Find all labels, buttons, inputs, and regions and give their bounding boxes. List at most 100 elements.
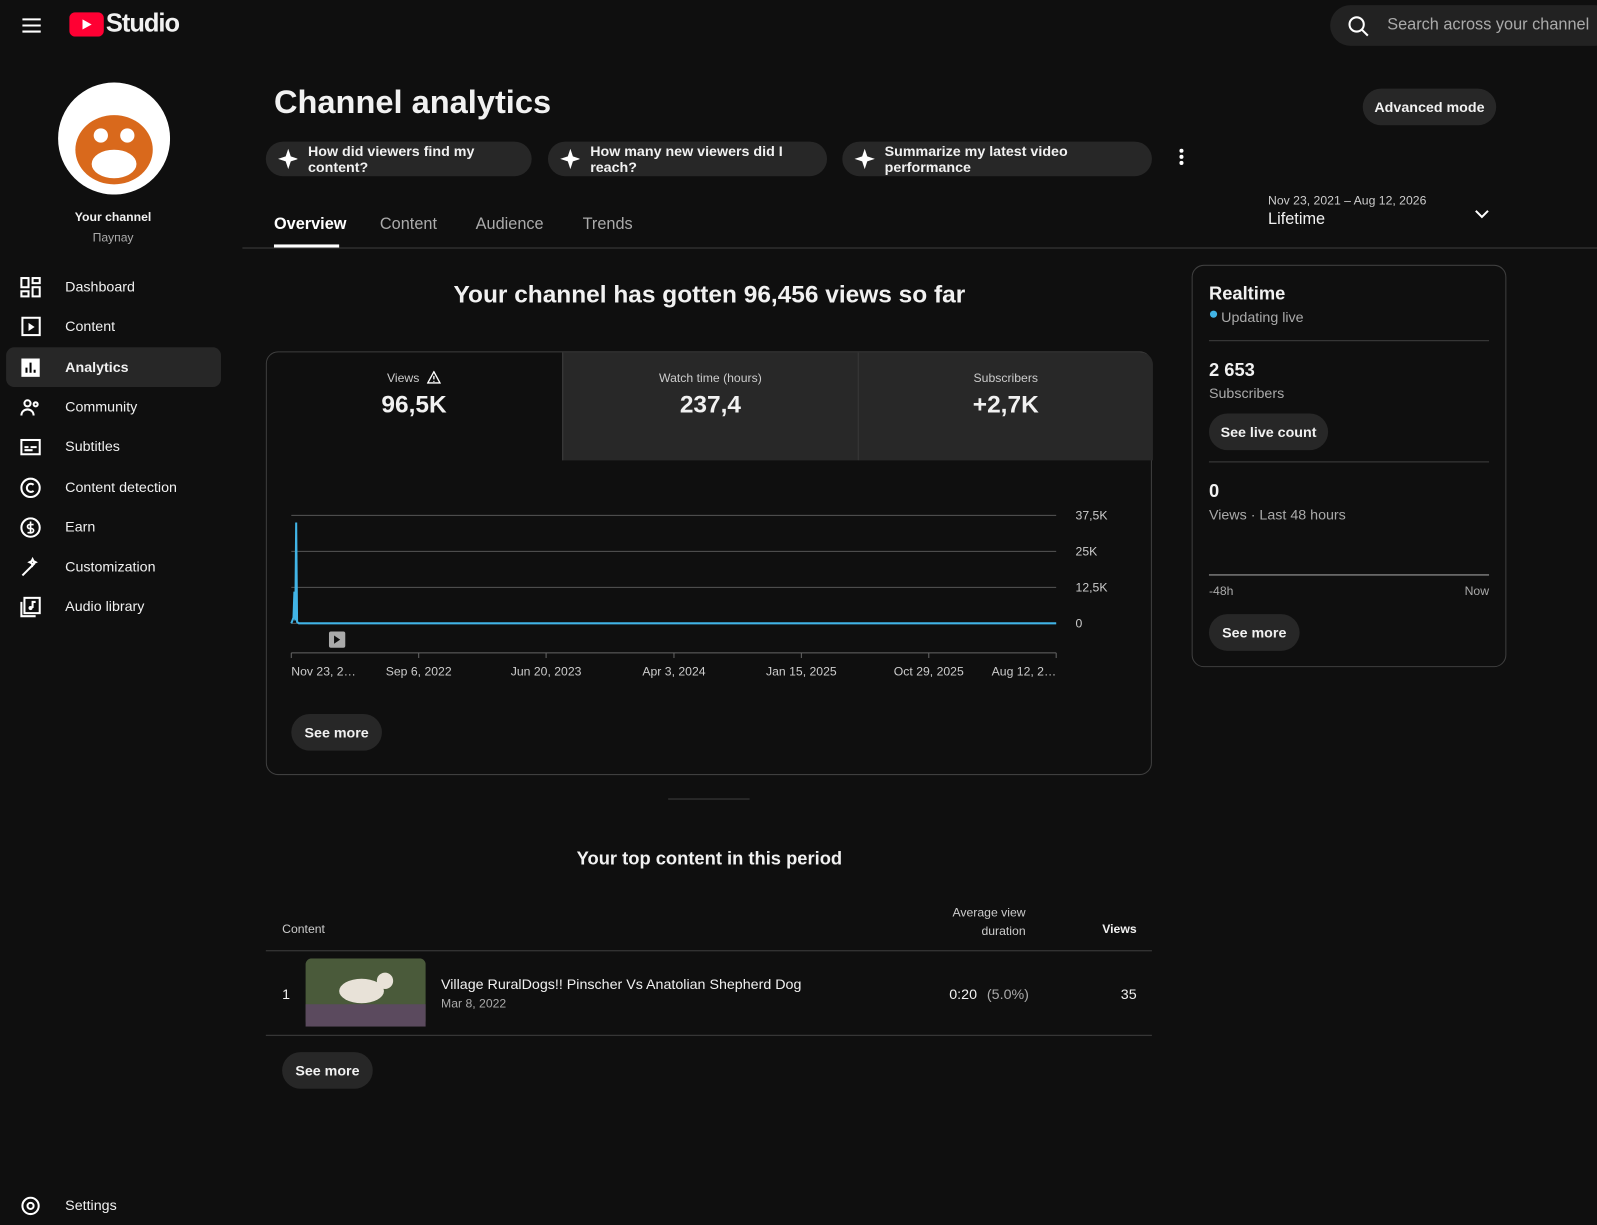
channel-title: Your channel [74,209,152,225]
realtime-axis [1208,574,1490,576]
warning-icon [426,370,442,384]
nav-icon [21,317,41,337]
divider [265,1034,1152,1036]
period: Lifetime [1268,210,1326,229]
x-tick-label: Nov 23, 2… [291,664,356,678]
metric-label: Watch time (hours) [563,371,857,385]
column-header: Content [282,921,325,937]
search-box[interactable]: Search across your channel [1330,5,1597,46]
nav-icon [21,556,38,577]
prompt-text: How did viewers find my content? [308,142,475,176]
tab[interactable]: Audience [475,215,544,234]
see-more-button[interactable]: See more [1208,614,1300,651]
nav-settings[interactable]: Settings [6,1186,221,1225]
realtime-card: Realtime Updating live 2 653 Subscribers… [1191,264,1507,668]
see-more-button[interactable]: See more [291,713,382,751]
dropdown-icon[interactable] [1472,204,1492,224]
nav-label: Earn [65,518,96,535]
divider [668,798,750,800]
nav-item[interactable]: Content detection [6,467,221,507]
metric-label: Subscribers [859,371,1153,385]
video-title[interactable]: Village RuralDogs!! Pinscher Vs Anatolia… [441,975,802,993]
nav-icon [20,439,41,456]
nav-item[interactable]: Audio library [6,587,221,627]
column-header: Views [1102,921,1137,937]
nav-icon [20,517,41,538]
more-icon[interactable] [1171,147,1191,167]
views-count: 0 [1208,480,1220,502]
metric-label-text: Views [386,370,420,385]
metric-tab[interactable]: Subscribers +2,7K [857,352,1153,461]
x-tick-label: Oct 29, 2025 [894,664,964,678]
avg-duration: 0:20 [949,985,977,1003]
nav-icon [20,399,39,416]
settings-icon [21,1196,40,1216]
tab[interactable]: Overview [273,215,347,234]
subscriber-label: Subscribers [1208,384,1285,402]
page-title: Channel analytics [273,83,552,121]
nav-label: Content detection [65,478,177,495]
chart-card [265,351,1152,776]
channel-name: Паупау [92,230,134,245]
prompt-chip[interactable]: Summarize my latest video performance [842,141,1152,177]
nav-icon [20,277,41,298]
nav-label: Audio library [65,598,145,615]
prompt-text: How many new viewers did I reach? [590,142,783,176]
nav-label: Settings [65,1196,117,1214]
tab-indicator [273,244,340,248]
y-tick-label: 25K [1076,544,1099,558]
date-range: Nov 23, 2021 – Aug 12, 2026 [1268,193,1427,208]
metric-value: 237,4 [679,391,741,419]
realtime-title: Realtime [1208,283,1286,304]
y-tick-label: 37,5K [1076,508,1109,522]
logo-text[interactable]: Studio [105,9,180,38]
divider [1208,340,1490,342]
nav-label: Content [65,318,116,335]
x-tick-label: Jun 20, 2023 [511,664,582,678]
see-live-count-button[interactable]: See live count [1208,413,1329,451]
axis-end: Now [1464,583,1490,598]
nav-item[interactable]: Content [6,307,221,347]
see-more-button[interactable]: See more [282,1052,373,1089]
nav-icon [21,358,40,377]
search-icon [1348,16,1369,37]
nav-label: Customization [65,558,156,575]
axis-start: -48h [1208,583,1234,598]
avatar[interactable] [58,82,171,195]
menu-icon[interactable] [20,16,42,34]
metric-tab[interactable]: Views 96,5K [267,352,561,460]
nav-item[interactable]: Earn [6,507,221,547]
nav-item[interactable]: Dashboard [6,267,221,307]
row-rank: 1 [282,985,291,1003]
divider [265,950,1152,952]
metric-label: Views [267,370,561,385]
divider [1208,461,1490,463]
x-tick-label: Jan 15, 2025 [766,664,837,678]
subscriber-count: 2 653 [1208,359,1255,380]
nav-item[interactable]: Subtitles [6,427,221,467]
tab[interactable]: Content [379,215,437,234]
video-thumbnail[interactable] [305,958,426,1027]
metric-tab[interactable]: Watch time (hours) 237,4 [562,352,858,461]
play-triangle [334,635,341,644]
metric-value: +2,7K [972,391,1039,419]
tab[interactable]: Trends [582,215,633,234]
prompt-chip[interactable]: How many new viewers did I reach? [547,141,828,177]
advanced-mode-button[interactable]: Advanced mode [1362,88,1497,126]
headline: Your channel has gotten 96,456 views so … [453,281,966,309]
logo-icon [69,12,104,37]
views-label: Views · Last 48 hours [1208,506,1346,523]
divider [242,247,1597,249]
realtime-status: Updating live [1221,308,1304,325]
line [290,522,1057,625]
sparkle-icon [560,148,581,170]
nav-item[interactable]: Analytics [6,346,222,387]
nav-item[interactable]: Customization [6,547,221,587]
metric-value: 96,5K [381,391,447,419]
prompt-chip[interactable]: How did viewers find my content? [265,141,532,177]
nav-item[interactable]: Community [6,387,221,427]
nav-label: Dashboard [65,278,135,295]
